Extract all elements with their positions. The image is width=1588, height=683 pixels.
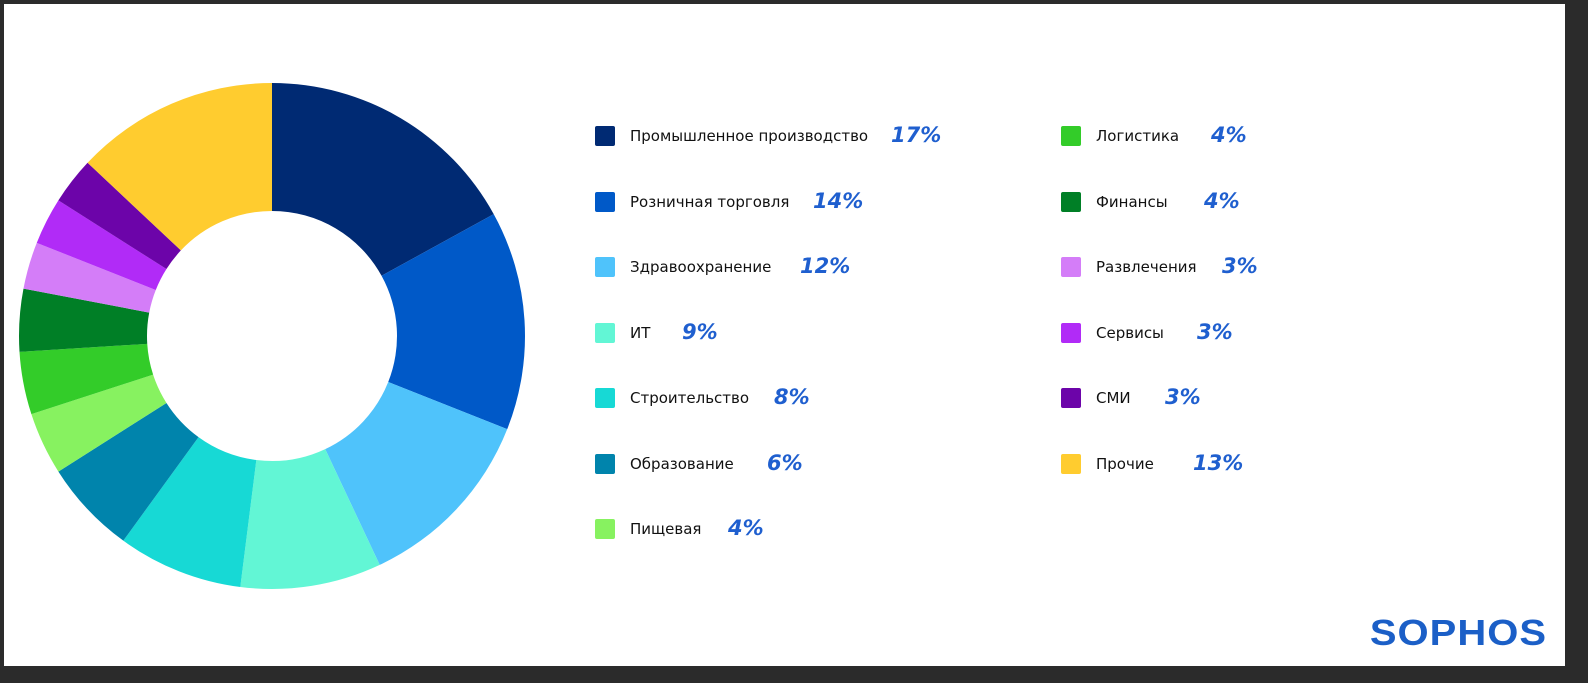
legend-swatch	[595, 126, 615, 146]
legend-swatch	[1061, 388, 1081, 408]
legend-value: 4%	[728, 516, 764, 540]
legend-label: СМИ	[1096, 389, 1131, 407]
legend-value: 4%	[1204, 188, 1240, 213]
donut-slice	[123, 437, 257, 588]
legend-label: Логистика	[1096, 127, 1180, 145]
legend-value: 4%	[1211, 123, 1247, 147]
legend-item: Промышленное производство 17%	[595, 123, 941, 147]
legend-value: 9%	[682, 319, 718, 344]
legend-label: Пищевая	[630, 520, 702, 538]
legend-value: 3%	[1197, 319, 1233, 344]
legend-item: СМИ 3%	[1061, 385, 1201, 409]
legend-swatch	[595, 519, 615, 539]
legend-swatch	[595, 453, 615, 474]
legend-swatch	[1061, 322, 1081, 343]
legend-item: Здравоохранение 12%	[595, 254, 850, 278]
legend-value: 13%	[1193, 450, 1244, 475]
legend-label: Развлечения	[1096, 258, 1197, 276]
donut-slice	[36, 200, 167, 290]
legend-value: 3%	[1222, 254, 1258, 278]
donut-chart	[18, 83, 525, 590]
legend-swatch	[1061, 257, 1081, 277]
legend-swatch	[595, 388, 615, 408]
legend-item: Финансы 4%	[1061, 189, 1240, 213]
legend-label: Образование	[630, 454, 734, 473]
donut-slice	[87, 83, 272, 251]
legend-label: Прочие	[1096, 454, 1154, 473]
legend-value: 17%	[891, 123, 942, 147]
legend-swatch	[1061, 126, 1081, 146]
chart-panel: Промышленное производство 17% Розничная то…	[4, 4, 1565, 666]
donut-slice	[240, 449, 380, 590]
legend-swatch	[595, 257, 615, 277]
legend-value: 8%	[774, 385, 810, 409]
legend-item: Пищевая 4%	[595, 516, 764, 540]
donut-slice	[18, 288, 150, 352]
legend-value: 14%	[813, 188, 864, 213]
legend-item: Логистика 4%	[1061, 123, 1247, 147]
legend-label: Промышленное производство	[630, 127, 869, 145]
legend-label: Сервисы	[1096, 323, 1164, 342]
legend-label: Здравоохранение	[630, 258, 772, 276]
legend-item: Развлечения 3%	[1061, 254, 1258, 278]
legend-label: Финансы	[1096, 192, 1168, 211]
legend-swatch	[595, 322, 615, 343]
legend-item: ИТ 9%	[595, 320, 718, 344]
donut-slice	[381, 214, 525, 430]
legend-item: Образование 6%	[595, 451, 803, 475]
legend-value: 6%	[767, 450, 803, 475]
legend-item: Розничная торговля 14%	[595, 189, 863, 213]
sophos-logo: SOPHOS	[1369, 613, 1547, 653]
legend-value: 12%	[800, 254, 851, 278]
legend-label: Строительство	[630, 389, 750, 407]
legend-value: 3%	[1165, 385, 1201, 409]
legend-swatch	[595, 191, 615, 212]
donut-slice	[19, 343, 154, 415]
legend-item: Сервисы 3%	[1061, 320, 1233, 344]
legend-swatch	[1061, 453, 1081, 474]
legend-item: Прочие 13%	[1061, 451, 1243, 475]
donut-slice	[272, 83, 494, 276]
legend-label: ИТ	[630, 323, 651, 342]
donut-slice	[325, 382, 508, 565]
donut-slice	[31, 374, 167, 472]
legend-label: Розничная торговля	[630, 192, 790, 211]
donut-slice	[23, 242, 156, 313]
legend-item: Строительство 8%	[595, 385, 810, 409]
legend-swatch	[1061, 191, 1081, 212]
donut-slice	[58, 162, 181, 270]
donut-slice	[58, 402, 199, 541]
